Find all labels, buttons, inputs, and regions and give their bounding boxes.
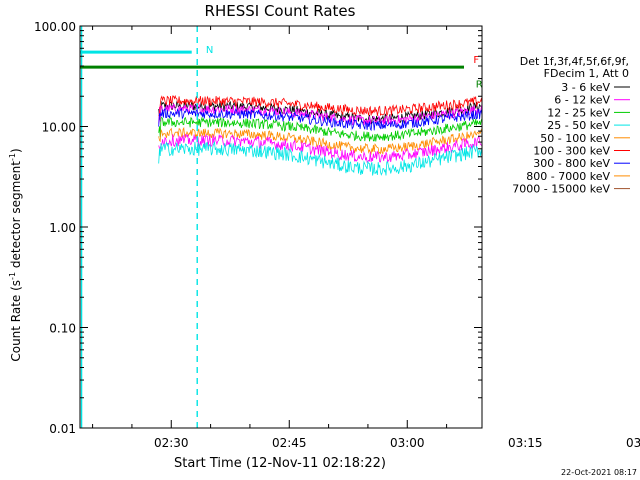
plot-frame (79, 25, 483, 429)
legend-entry-label: 6 - 12 keV (554, 94, 610, 107)
legend-entry-label: 3 - 6 keV (561, 81, 610, 94)
legend: Det 1f,3f,4f,5f,6f,9f, FDecim 1, Att 0 3… (512, 55, 630, 196)
legend-entry-label: 300 - 800 keV (533, 157, 610, 170)
y-tick-label: 10.00 (42, 121, 76, 135)
y-tick-label: 0.01 (49, 422, 76, 436)
flare-label: F (473, 55, 479, 66)
legend-entry-label: 12 - 25 keV (547, 106, 610, 119)
series-100-300-kev (158, 94, 482, 117)
rd6-label: RD6 (476, 80, 497, 91)
legend-entry-label: 800 - 7000 keV (526, 170, 610, 183)
legend-header-1: Det 1f,3f,4f,5f,6f,9f, (520, 55, 629, 68)
legend-header-2: FDecim 1, Att 0 (544, 67, 629, 80)
legend-entry-label: 25 - 50 keV (547, 119, 610, 132)
legend-entry-label: 7000 - 15000 keV (512, 183, 610, 196)
x-tick-label: 02:30 (154, 436, 189, 450)
night-label: N (206, 45, 213, 56)
series-3-6-kev (158, 100, 482, 125)
y-tick-label: 1.00 (49, 221, 76, 235)
legend-entry-label: 50 - 100 keV (540, 132, 610, 145)
series-800-7000-kev (158, 126, 482, 155)
series-12-25-kev (158, 116, 482, 142)
y-tick-label: 100.00 (34, 20, 76, 34)
series-50-100-kev (158, 140, 482, 176)
plot-inner: NSFRD0RD6 (80, 26, 497, 428)
legend-entry-label: 100 - 300 keV (533, 145, 610, 158)
x-tick-label: 03:00 (390, 436, 425, 450)
chart-title: RHESSI Count Rates (205, 2, 356, 20)
axes: 100.00 10.00 1.00 0.10 0.01 02:30 02:45 03:00 03… (34, 20, 640, 450)
x-axis-title: Start Time (12-Nov-11 02:18:22) (174, 456, 386, 471)
plot-area: NSFRD0RD6 (80, 26, 497, 428)
x-tick-label: 03:30 (626, 436, 640, 450)
y-tick-label: 0.10 (49, 322, 76, 336)
series-300-800-kev (158, 107, 482, 132)
series-6-12-kev (158, 102, 482, 126)
x-tick-label: 02:45 (272, 436, 307, 450)
x-tick-label: 03:15 (508, 436, 543, 450)
series-25-50-kev (158, 133, 482, 163)
footer-timestamp: 22-Oct-2021 08:17 (561, 468, 637, 477)
y-axis-title: Count Rate (s-1 detector segment-1) (8, 148, 23, 361)
